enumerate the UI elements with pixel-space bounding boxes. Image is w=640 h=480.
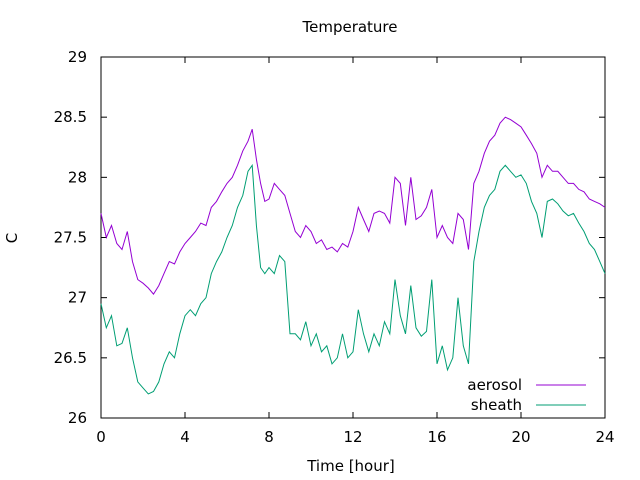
y-tick-label: 28.5 (54, 108, 87, 126)
y-tick-label: 28 (68, 168, 87, 186)
legend-label-aerosol: aerosol (467, 376, 522, 394)
y-tick-label: 29 (68, 48, 87, 66)
axis-ticks: 0 4 8 12 16 20 24 26 26.5 27 27.5 28 28.5 29 (54, 48, 615, 446)
x-axis-title: Time [hour] (306, 457, 395, 475)
x-tick-label: 20 (511, 428, 530, 446)
x-tick-label: 0 (96, 428, 106, 446)
x-tick-label: 4 (180, 428, 190, 446)
x-tick-label: 12 (343, 428, 362, 446)
plot-border (100, 56, 606, 419)
x-tick-label: 8 (264, 428, 274, 446)
y-axis-title: C (3, 233, 21, 243)
series-line-sheath (100, 163, 606, 395)
chart-title: Temperature (301, 18, 397, 36)
x-tick-label: 24 (595, 428, 614, 446)
y-tick-label: 26 (68, 409, 87, 427)
x-tick-label: 16 (427, 428, 446, 446)
y-tick-label: 26.5 (54, 349, 87, 367)
y-tick-label: 27.5 (54, 229, 87, 247)
legend-label-sheath: sheath (471, 396, 522, 414)
legend: aerosol sheath (467, 376, 586, 414)
series-group (100, 116, 606, 395)
y-tick-label: 27 (68, 289, 87, 307)
series-line-aerosol (100, 116, 606, 295)
plot-area (100, 56, 606, 419)
